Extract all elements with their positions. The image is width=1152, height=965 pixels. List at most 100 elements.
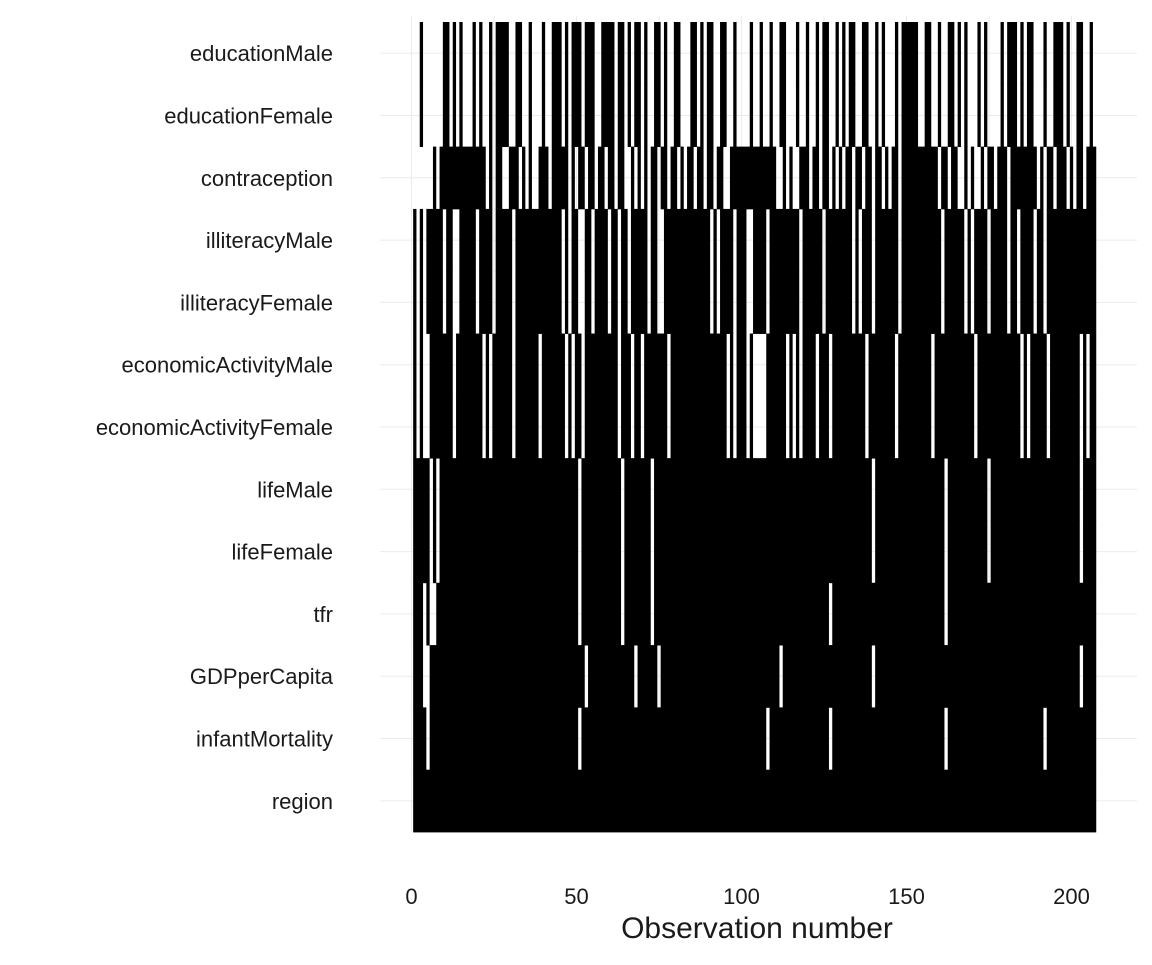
observed-block-economicActivityMale	[1089, 333, 1097, 397]
observed-block-illiteracyMale	[663, 208, 711, 272]
observed-block-lifeMale	[439, 458, 579, 521]
observed-block-illiteracyFemale	[446, 271, 453, 334]
observed-block-illiteracyFemale	[736, 271, 747, 334]
observed-block-illiteracyMale	[515, 208, 562, 272]
observed-block-economicActivityFemale	[670, 395, 727, 459]
observed-block-educationMale	[700, 22, 704, 85]
observed-block-contraception	[1086, 146, 1097, 210]
observed-block-economicActivityMale	[1030, 333, 1047, 397]
observed-block-educationMale	[690, 22, 697, 85]
observed-block-contraception	[845, 146, 853, 210]
observed-block-educationFemale	[584, 84, 595, 148]
observed-block-economicActivityMale	[934, 333, 975, 397]
observed-block-educationFemale	[835, 84, 839, 148]
observed-block-educationMale	[442, 22, 450, 85]
x-tick-label: 100	[723, 884, 760, 909]
observed-block-economicActivityMale	[819, 333, 829, 397]
observed-block-economicActivityMale	[456, 333, 483, 397]
observed-block-contraception	[1010, 146, 1037, 210]
observed-block-illiteracyMale	[479, 208, 493, 272]
observed-block-educationFemale	[700, 84, 704, 148]
observed-block-illiteracyFemale	[564, 271, 569, 334]
observed-block-lifeFemale	[624, 520, 651, 584]
observed-block-educationMale	[720, 22, 727, 85]
observed-block-illiteracyFemale	[901, 271, 942, 334]
observed-block-economicActivityFemale	[736, 395, 747, 459]
observed-block-educationMale	[861, 22, 869, 85]
observed-block-contraception	[670, 146, 678, 210]
y-label-economicActivityFemale: economicActivityFemale	[96, 415, 333, 440]
observed-block-economicActivityFemale	[574, 395, 582, 459]
y-label-illiteracyFemale: illiteracyFemale	[180, 290, 333, 315]
y-label-educationFemale: educationFemale	[164, 103, 333, 128]
observed-block-illiteracyMale	[769, 208, 800, 272]
observed-block-contraception	[495, 146, 503, 210]
observed-block-contraception	[650, 146, 658, 210]
observed-block-tfr	[413, 582, 424, 646]
observed-block-lifeFemale	[990, 520, 1080, 584]
observed-block-educationMale	[459, 22, 463, 85]
observed-block-illiteracyFemale	[495, 271, 513, 334]
observed-block-economicActivityMale	[749, 333, 754, 397]
observed-block-economicActivityMale	[670, 333, 727, 397]
observed-block-contraception	[789, 146, 793, 210]
observed-block-educationFemale	[924, 84, 932, 148]
observed-block-tfr	[426, 582, 430, 646]
observed-block-educationFemale	[479, 84, 483, 148]
observed-block-educationFemale	[881, 84, 886, 148]
observed-block-educationFemale	[673, 84, 681, 148]
observed-block-tfr	[624, 582, 651, 646]
observed-block-educationMale	[779, 22, 787, 85]
observed-block-illiteracyFemale	[594, 271, 608, 334]
observed-block-lifeFemale	[654, 520, 872, 584]
observed-block-contraception	[588, 146, 595, 210]
observed-block-educationMale	[1053, 22, 1064, 85]
observed-block-lifeMale	[654, 458, 872, 521]
observed-block-economicActivityFemale	[541, 395, 565, 459]
observed-block-illiteracyFemale	[584, 271, 592, 334]
x-tick-label: 200	[1053, 884, 1090, 909]
observed-block-illiteracyFemale	[611, 271, 618, 334]
observed-block-economicActivityMale	[413, 333, 417, 397]
observed-block-contraception	[687, 146, 694, 210]
observed-block-illiteracyMale	[571, 208, 579, 272]
observed-block-educationMale	[964, 22, 968, 85]
observed-block-economicActivityMale	[1023, 333, 1027, 397]
y-label-illiteracyMale: illiteracyMale	[206, 228, 333, 253]
observed-block-educationFemale	[654, 84, 661, 148]
observed-block-tfr	[947, 582, 1097, 646]
observed-block-economicActivityFemale	[749, 395, 754, 459]
observed-block-illiteracyFemale	[990, 271, 1008, 334]
observed-block-educationMale	[805, 22, 810, 85]
observed-block-illiteracyFemale	[419, 271, 424, 334]
observed-block-economicActivityFemale	[634, 395, 641, 459]
observed-block-illiteracyFemale	[1046, 271, 1097, 334]
observed-block-educationFemale	[571, 84, 582, 148]
observed-block-educationFemale	[419, 84, 424, 148]
observed-block-educationFemale	[495, 84, 509, 148]
observed-block-illiteracyMale	[611, 208, 618, 272]
observed-block-illiteracyFemale	[802, 271, 823, 334]
observed-block-illiteracyFemale	[426, 271, 443, 334]
observed-block-educationMale	[479, 22, 483, 85]
observed-block-economicActivityFemale	[729, 395, 734, 459]
observed-block-educationFemale	[442, 84, 450, 148]
observed-block-economicActivityFemale	[515, 395, 539, 459]
observed-block-region	[413, 769, 1097, 833]
observed-block-GDPperCapita	[637, 645, 658, 708]
observed-block-educationFemale	[634, 84, 641, 148]
observed-block-illiteracyFemale	[630, 271, 648, 334]
observed-block-educationMale	[1020, 22, 1024, 85]
observed-block-educationFemale	[720, 84, 727, 148]
observed-block-illiteracyFemale	[515, 271, 562, 334]
observed-block-economicActivityMale	[977, 333, 1021, 397]
observed-block-economicActivityFemale	[429, 395, 453, 459]
observed-block-educationFemale	[644, 84, 648, 148]
y-label-tfr: tfr	[313, 602, 333, 627]
observed-block-educationFemale	[901, 84, 919, 148]
observed-block-contraception	[822, 146, 829, 210]
observed-block-educationFemale	[528, 84, 532, 148]
observed-block-contraception	[551, 146, 569, 210]
observed-block-illiteracyMale	[825, 208, 853, 272]
observed-block-contraception	[951, 146, 958, 210]
